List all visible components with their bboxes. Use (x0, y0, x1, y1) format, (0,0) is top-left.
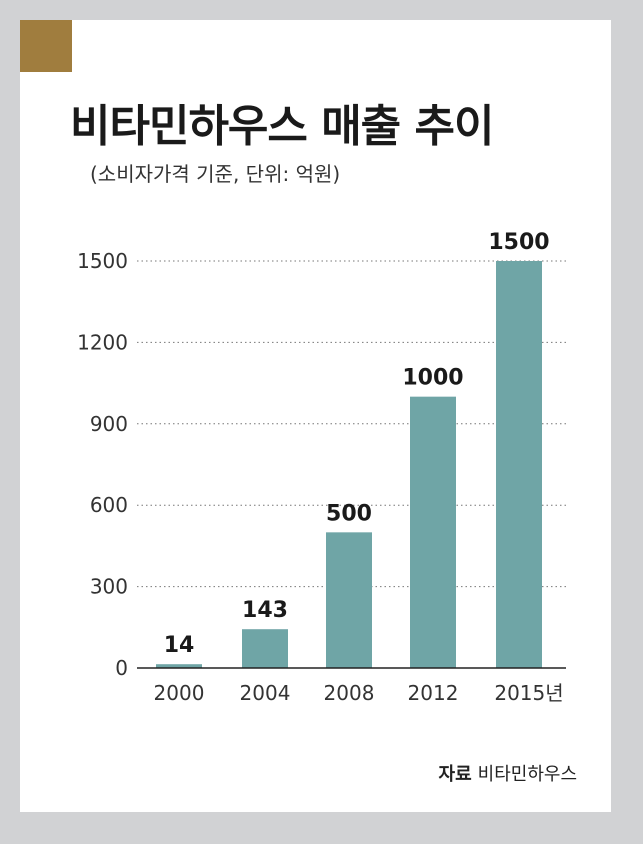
bar (326, 532, 372, 668)
y-tick-label: 900 (90, 412, 128, 436)
data-label: 1500 (488, 230, 549, 255)
x-tick-label: 2000 (154, 681, 205, 705)
bar (496, 261, 542, 668)
chart-subtitle: (소비자가격 기준, 단위: 억원) (90, 162, 341, 186)
corner-accent (20, 20, 72, 72)
y-tick-label: 1200 (77, 330, 128, 354)
y-tick-label: 1500 (77, 249, 128, 273)
bar (156, 664, 202, 668)
bar (410, 396, 456, 668)
x-tick-label: 2004 (240, 681, 291, 705)
x-tick-label: 2012 (408, 681, 459, 705)
source-note: 자료 비타민하우스 (439, 760, 577, 786)
x-tick-label: 2015년 (494, 681, 563, 705)
data-label: 500 (326, 501, 372, 526)
x-tick-label: 2008 (324, 681, 375, 705)
page-title: 비타민하우스 매출 추이 (70, 101, 494, 152)
data-label: 1000 (402, 366, 463, 391)
source-value: 비타민하우스 (477, 764, 577, 785)
y-tick-label: 0 (115, 656, 128, 680)
data-label: 14 (164, 633, 195, 658)
data-label: 143 (242, 598, 288, 623)
y-tick-label: 300 (90, 575, 128, 599)
y-tick-label: 600 (90, 493, 128, 517)
bar (242, 629, 288, 668)
source-label: 자료 (438, 764, 472, 785)
